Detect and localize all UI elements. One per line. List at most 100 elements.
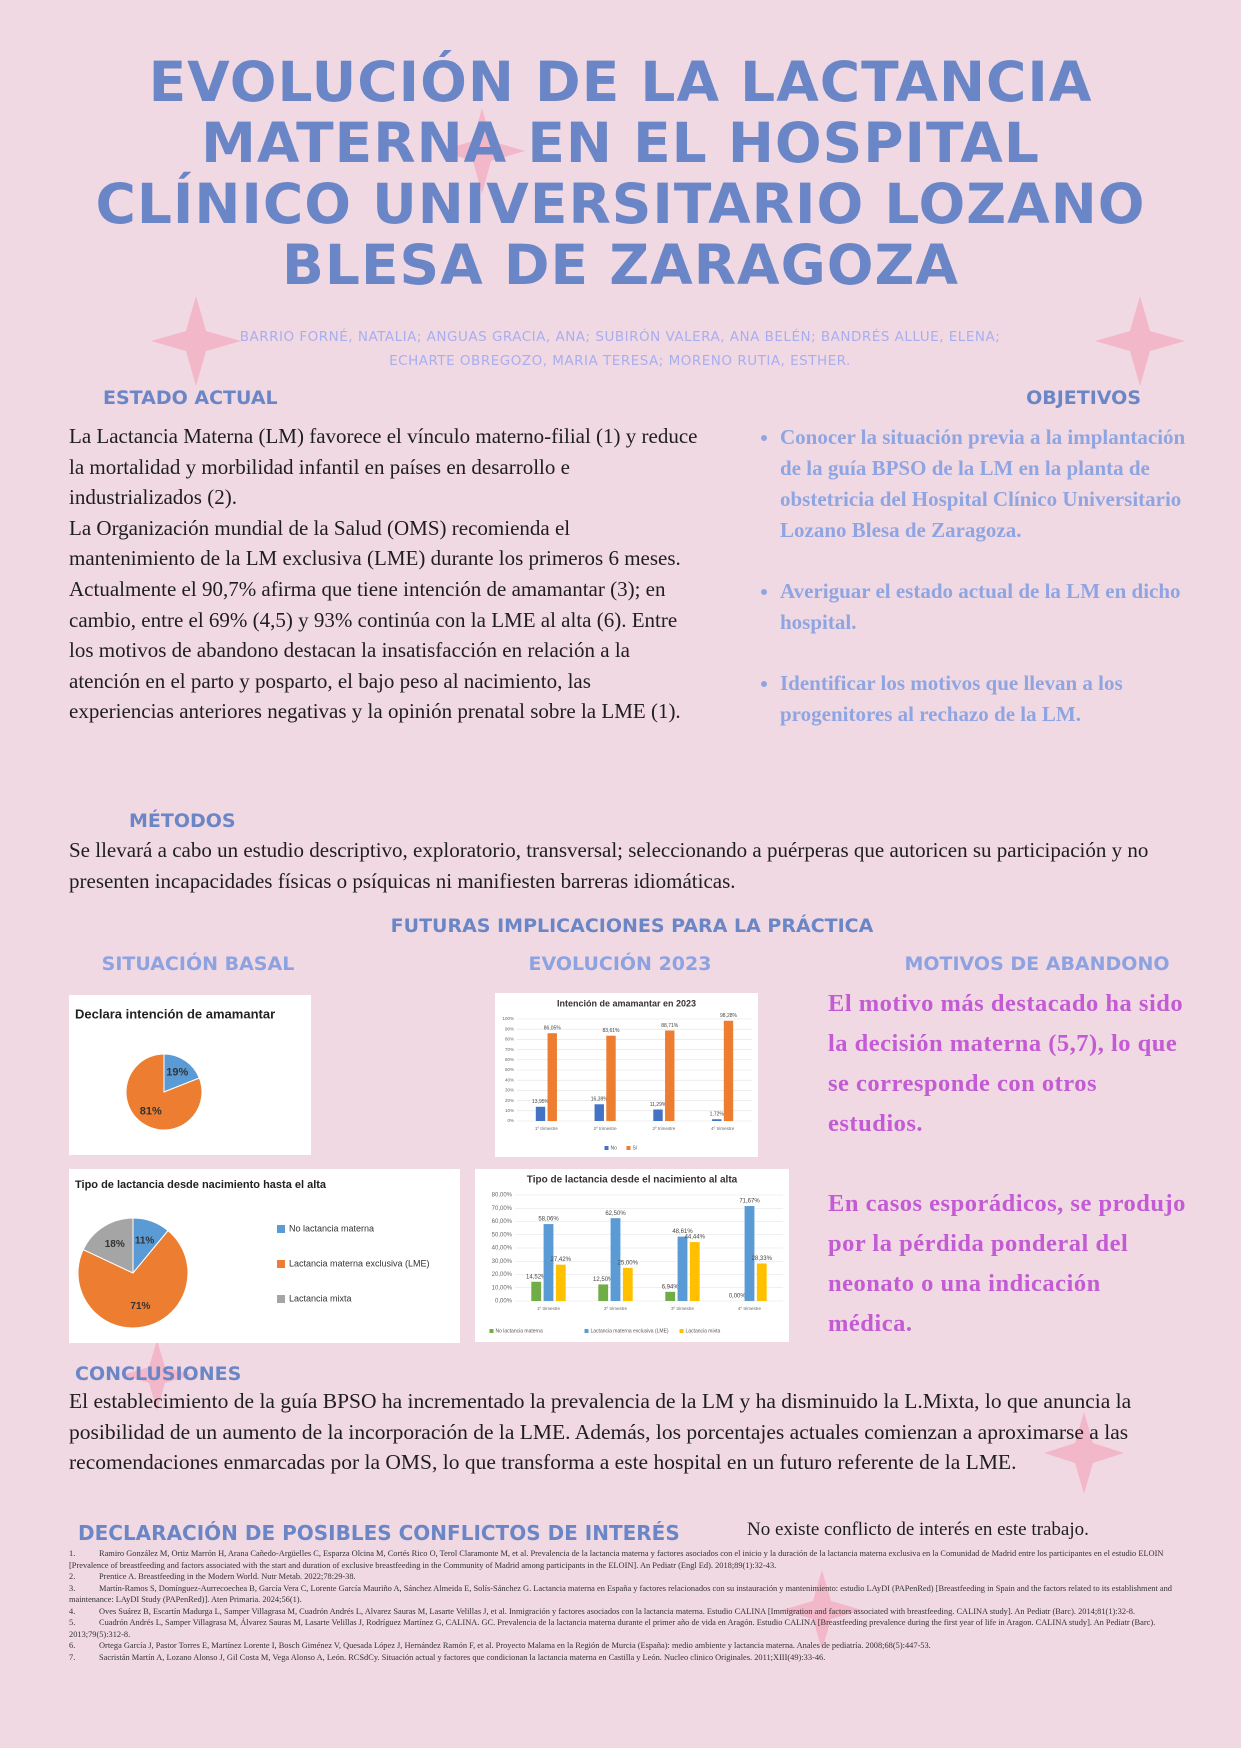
reference-text: Prentice A. Breastfeeding in the Modern …	[99, 1572, 356, 1581]
title-line: MATERNA EN EL HOSPITAL	[201, 111, 1040, 175]
y-tick-label: 40%	[505, 1077, 514, 1082]
section-heading: OBJETIVOS	[1026, 387, 1141, 409]
motivos-text: El motivo más destacado ha sido la decis…	[828, 984, 1188, 1384]
chart-title: Tipo de lactancia desde nacimiento hasta…	[75, 1179, 327, 1191]
bar-chart: Tipo de lactancia desde el nacimiento al…	[475, 1169, 789, 1342]
value-label: 0,00%	[729, 1294, 747, 1300]
value-label: 6,94%	[662, 1284, 680, 1290]
value-label: 28,33%	[752, 1256, 773, 1262]
reference-number: 1.	[69, 1549, 76, 1558]
legend-label: No lactancia materna	[289, 1223, 374, 1233]
value-label: 11%	[135, 1236, 155, 1247]
y-tick-label: 90%	[505, 1026, 514, 1031]
reference-text: Oves Suárez B, Escartín Madurga L, Sampe…	[99, 1606, 1136, 1616]
y-tick-label: 0%	[507, 1118, 514, 1123]
reference-text: Ortega García J, Pastor Torres E, Martín…	[99, 1641, 931, 1650]
bar	[723, 1020, 734, 1121]
y-tick-label: 30,00%	[492, 1259, 513, 1265]
value-label: 19%	[166, 1066, 188, 1078]
subheading: MOTIVOS DE ABANDONO	[904, 953, 1170, 975]
y-tick-label: 40,00%	[492, 1246, 513, 1252]
value-label: 12,50%	[593, 1277, 614, 1283]
value-label: 18%	[105, 1239, 125, 1250]
value-label: 83,61%	[603, 1028, 621, 1034]
reference: 7. Sacristán Martín A, Lozano Alonso J, G…	[69, 1652, 1179, 1664]
chart-title: Declara intención de amamantar	[75, 1006, 275, 1021]
reference-number: 4.	[69, 1606, 76, 1616]
y-tick-label: 70,00%	[492, 1206, 513, 1212]
conflictos-text: No existe conflicto de interés en este t…	[747, 1519, 1089, 1540]
title-line: CLÍNICO UNIVERSITARIO LOZANO	[95, 172, 1146, 236]
bar	[594, 1104, 604, 1121]
value-label: 11,29%	[650, 1102, 667, 1108]
legend-swatch	[679, 1329, 684, 1333]
section-heading: FUTURAS IMPLICACIONES PARA LA PRÁCTICA	[390, 915, 874, 937]
y-tick-label: 60,00%	[492, 1219, 513, 1225]
reference-text: Sacristán Martín A, Lozano Alonso J, Gil…	[99, 1652, 826, 1662]
bar	[665, 1291, 676, 1301]
y-tick-label: 60%	[505, 1057, 514, 1062]
bar	[712, 1119, 722, 1121]
y-tick-label: 100%	[502, 1016, 514, 1021]
title-line: EVOLUCIÓN DE LA LACTANCIA	[148, 50, 1093, 114]
value-label: 48,61%	[672, 1229, 693, 1235]
conclusiones-text: El establecimiento de la guía BPSO ha in…	[69, 1389, 1132, 1475]
value-label: 13,95%	[532, 1099, 550, 1105]
reference-text: Cuadrón Andrés L, Samper Villagrasa M, Á…	[69, 1618, 1156, 1639]
bar	[689, 1242, 700, 1301]
estado-actual-text: La Lactancia Materna (LM) favorece el ví…	[69, 421, 699, 727]
value-label: 16,39%	[591, 1097, 609, 1103]
bar	[665, 1030, 675, 1121]
y-tick-label: 50,00%	[492, 1232, 513, 1238]
value-label: 81%	[140, 1105, 162, 1117]
value-label: 71%	[130, 1301, 150, 1312]
y-tick-label: 20%	[505, 1098, 514, 1103]
x-tick-label: 1º trimestre	[535, 1126, 558, 1131]
legend-label: Lactancia mixta	[289, 1293, 352, 1303]
value-label: 14,52%	[526, 1274, 547, 1280]
reference: 5. Cuadrón Andrés L, Samper Villagrasa M,…	[69, 1617, 1179, 1640]
reference: 2. Prentice A. Breastfeeding in the Moder…	[69, 1571, 1179, 1583]
bar	[598, 1284, 609, 1301]
pie-slice	[82, 1217, 134, 1274]
y-tick-label: 80%	[505, 1037, 514, 1042]
value-label: 1,72%	[710, 1112, 725, 1118]
y-tick-label: 0,00%	[495, 1299, 513, 1305]
authors-line: BARRIO FORNÉ, NATALIA; ANGUAS GRACIA, AN…	[239, 329, 1001, 345]
legend-label: No lactancia materna	[496, 1328, 543, 1334]
title-line: BLESA DE ZARAGOZA	[282, 233, 959, 297]
authors: BARRIO FORNÉ, NATALIA; ANGUAS GRACIA, AN…	[120, 325, 1120, 373]
bar	[606, 1035, 616, 1121]
pie-slice	[125, 1053, 203, 1131]
bar	[543, 1224, 554, 1301]
legend-label: Lactancia materna exclusiva (LME)	[591, 1328, 669, 1334]
value-label: 98,28%	[720, 1013, 738, 1019]
reference-number: 3.	[69, 1583, 76, 1593]
reference-text: Martín-Ramos S, Domínguez-Aurrecoechea B…	[69, 1583, 1172, 1605]
objective: Identificar los motivos que llevan a los…	[780, 668, 1192, 730]
value-label: 86,05%	[544, 1026, 562, 1032]
legend-swatch	[584, 1329, 589, 1333]
pie-chart: Declara intención de amamantar 19% 81%	[69, 995, 311, 1155]
title: EVOLUCIÓN DE LA LACTANCIA MATERNA EN EL …	[40, 52, 1201, 296]
x-tick-label: 2º trimestre	[594, 1126, 617, 1131]
value-label: 27,42%	[551, 1257, 572, 1263]
pie-slice	[77, 1229, 189, 1329]
references: 1. Ramiro González M, Ortiz Marrón H, Ara…	[69, 1548, 1179, 1663]
paragraph: El motivo más destacado ha sido la decis…	[828, 990, 1184, 1137]
y-tick-label: 20,00%	[492, 1272, 513, 1278]
reference-text: Ramiro González M, Ortiz Marrón H, Arana…	[69, 1549, 1164, 1570]
authors-line: ECHARTE OBREGOZO, MARIA TERESA; MORENO R…	[389, 353, 851, 369]
objectives-list: Conocer la situación previa a la implant…	[768, 422, 1192, 760]
y-tick-label: 30%	[505, 1088, 514, 1093]
y-tick-label: 10%	[505, 1108, 514, 1113]
legend-label: No	[611, 1145, 618, 1151]
legend-swatch	[604, 1146, 609, 1150]
bar	[531, 1281, 542, 1301]
legend-label: Lactancia mixta	[686, 1328, 721, 1334]
paragraph: Actualmente el 90,7% afirma que tiene in…	[69, 576, 681, 724]
bar	[610, 1218, 621, 1301]
metodos-text: Se llevará a cabo un estudio descriptivo…	[69, 838, 1149, 893]
section-heading: ESTADO ACTUAL	[103, 387, 278, 409]
